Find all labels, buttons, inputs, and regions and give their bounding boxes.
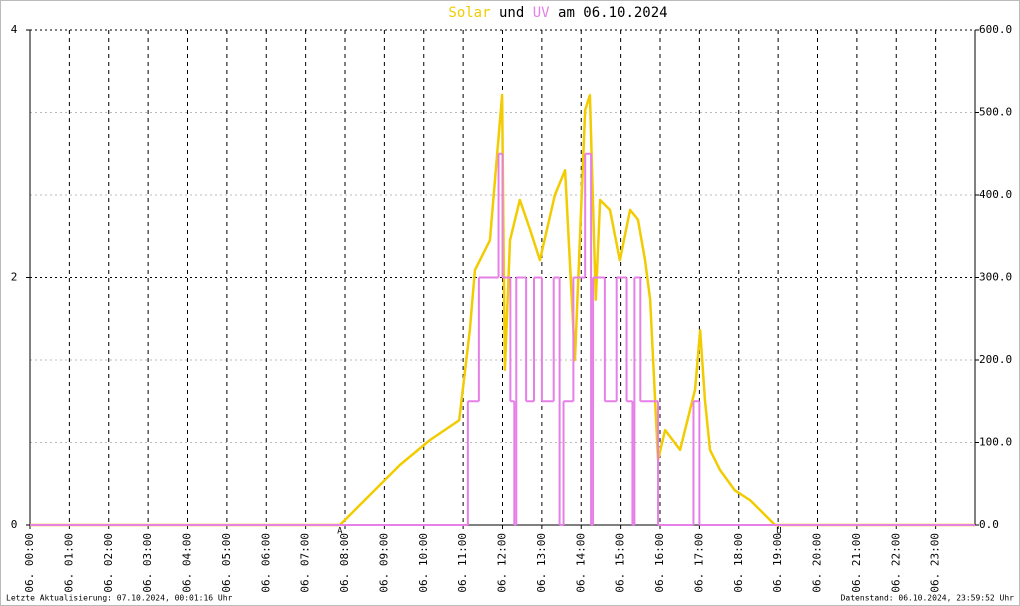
y-tick-label: 4 (11, 23, 18, 36)
y2-tick-label: 100.0 (979, 436, 1012, 449)
annotation: A (337, 527, 343, 537)
x-tick-label: 06. 00:00 (23, 533, 36, 593)
x-tick-label: 06. 10:00 (417, 533, 430, 593)
y2-tick-label: 0.0 (979, 518, 999, 531)
x-tick-label: 06. 03:00 (141, 533, 154, 593)
annotation: U (776, 527, 781, 537)
y-tick-label: 2 (11, 271, 18, 284)
x-tick-label: 06. 21:00 (850, 533, 863, 593)
x-tick-label: 06. 23:00 (929, 533, 942, 593)
solar-line (30, 93, 975, 527)
x-tick-label: 06. 11:00 (456, 533, 469, 593)
x-tick-label: 06. 08:00 (338, 533, 351, 593)
x-tick-label: 06. 05:00 (220, 533, 233, 593)
y2-tick-label: 200.0 (979, 353, 1012, 366)
x-tick-label: 06. 01:00 (62, 533, 75, 593)
title-date: am 06.10.2024 (558, 5, 668, 21)
x-tick-label: 06. 02:00 (102, 533, 115, 593)
x-tick-label: 06. 14:00 (574, 533, 587, 593)
x-tick-label: 06. 16:00 (653, 533, 666, 593)
x-tick-label: 06. 20:00 (811, 533, 824, 593)
y2-tick-label: 600.0 (979, 23, 1012, 36)
title-word: und (499, 5, 524, 21)
x-tick-label: 06. 07:00 (299, 533, 312, 593)
x-tick-label: 06. 12:00 (496, 533, 509, 593)
x-tick-label: 06. 04:00 (181, 533, 194, 593)
x-tick-label: 06. 06:00 (259, 533, 272, 593)
x-tick-label: 06. 22:00 (889, 533, 902, 593)
y2-tick-label: 500.0 (979, 106, 1012, 119)
chart-title: Solar und UV am 06.10.2024 (448, 5, 667, 21)
x-tick-label: 06. 18:00 (732, 533, 745, 593)
y2-tick-label: 400.0 (979, 188, 1012, 201)
title-uv: UV (533, 5, 550, 21)
y2-tick-label: 300.0 (979, 271, 1012, 284)
x-tick-label: 06. 13:00 (535, 533, 548, 593)
footer-right: Datenstand: 06.10.2024, 23:59:52 Uhr (841, 594, 1015, 603)
x-tick-label: 06. 09:00 (377, 533, 390, 593)
x-tick-label: 06. 17:00 (692, 533, 705, 593)
x-tick-label: 06. 19:00 (771, 533, 784, 593)
footer-left: Letzte Aktualisierung: 07.10.2024, 00:01… (6, 594, 233, 603)
title-solar: Solar (448, 5, 490, 21)
y-tick-label: 0 (11, 518, 18, 531)
x-tick-label: 06. 15:00 (614, 533, 627, 593)
